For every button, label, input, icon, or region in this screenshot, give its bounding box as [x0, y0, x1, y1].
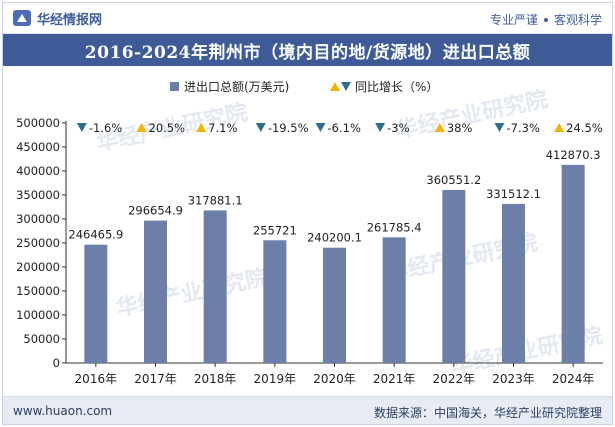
- tag-separator-dot: [543, 17, 548, 22]
- legend-growth-label: 同比增长（%）: [355, 80, 438, 94]
- growth-down-icon-5: [375, 123, 386, 132]
- chart-title: 2016-2024年荆州市（境内目的地/货源地）进出口总额: [3, 34, 612, 66]
- growth-label-6: 38%: [447, 121, 473, 135]
- bar-value-label-3: 255721: [253, 223, 297, 237]
- bar-2: [203, 210, 227, 363]
- legend-bar-label: 进出口总额(万美元): [184, 80, 289, 94]
- tag-professional: 专业严谨: [489, 13, 538, 27]
- bar-chart-svg: 华经产业研究院华经产业研究院华经产业研究院华经产业研究院华经产业研究院进出口总额…: [16, 80, 605, 386]
- growth-label-3: -19.5%: [268, 121, 309, 135]
- x-tick-label-4: 2020年: [313, 372, 356, 386]
- growth-label-0: -1.6%: [89, 121, 122, 135]
- watermark-2: 华经产业研究院: [114, 264, 270, 321]
- y-tick-label-5: 250000: [16, 236, 60, 250]
- x-tick-label-2: 2018年: [194, 372, 237, 386]
- legend-down-triangle: [341, 82, 351, 91]
- x-tick-label-5: 2021年: [373, 372, 416, 386]
- footer: www.huaon.com 数据来源：中国海关，华经产业研究院整理: [3, 396, 612, 424]
- bar-8: [561, 164, 585, 363]
- y-tick-label-3: 150000: [16, 284, 60, 298]
- x-tick-label-8: 2024年: [552, 372, 595, 386]
- growth-down-icon-3: [255, 123, 266, 132]
- y-tick-label-10: 500000: [16, 116, 60, 130]
- growth-up-icon-2: [196, 123, 207, 132]
- y-tick-label-1: 50000: [23, 332, 60, 346]
- bar-value-label-4: 240200.1: [307, 231, 362, 245]
- y-tick-label-7: 350000: [16, 188, 60, 202]
- tag-objective: 客观科学: [553, 13, 602, 27]
- y-tick-label-2: 100000: [16, 308, 60, 322]
- brand[interactable]: 华经情报网: [13, 10, 103, 28]
- x-tick-label-6: 2022年: [433, 372, 476, 386]
- growth-down-icon-4: [315, 123, 326, 132]
- growth-label-7: -7.3%: [507, 121, 540, 135]
- y-tick-label-6: 300000: [16, 212, 60, 226]
- bar-5: [382, 237, 406, 363]
- bar-value-label-2: 317881.1: [188, 193, 243, 207]
- x-tick-label-1: 2017年: [134, 372, 177, 386]
- x-tick-label-3: 2019年: [254, 372, 297, 386]
- bar-value-label-1: 296654.9: [128, 204, 183, 218]
- top-bar: 华经情报网 专业严谨 客观科学: [3, 3, 612, 34]
- bar-value-label-5: 261785.4: [367, 220, 422, 234]
- growth-label-4: -6.1%: [328, 121, 361, 135]
- growth-down-icon-7: [494, 123, 505, 132]
- y-tick-label-9: 450000: [16, 140, 60, 154]
- bar-3: [263, 240, 287, 363]
- legend-bar-swatch: [170, 82, 179, 91]
- y-tick-label-4: 200000: [16, 260, 60, 274]
- footer-source: 数据来源：中国海关，华经产业研究院整理: [373, 406, 602, 420]
- bar-value-label-8: 412870.3: [546, 148, 601, 162]
- bar-value-label-6: 360551.2: [426, 173, 481, 187]
- bar-value-label-0: 246465.9: [68, 228, 123, 242]
- x-tick-label-7: 2023年: [492, 372, 535, 386]
- brand-logo-icon: [13, 10, 31, 26]
- growth-up-icon-8: [554, 123, 565, 132]
- growth-label-5: -3%: [387, 121, 409, 135]
- bar-0: [84, 244, 108, 363]
- growth-down-icon-0: [76, 123, 87, 132]
- legend-up-triangle: [330, 82, 340, 91]
- x-tick-label-0: 2016年: [75, 372, 118, 386]
- bar-6: [442, 189, 466, 363]
- watermark-1: 华经产业研究院: [394, 86, 550, 143]
- bar-value-label-7: 331512.1: [486, 187, 541, 201]
- header-tags: 专业严谨 客观科学: [490, 11, 602, 28]
- footer-url[interactable]: www.huaon.com: [13, 404, 113, 418]
- growth-label-2: 7.1%: [208, 121, 237, 135]
- chart-area: 华经产业研究院华经产业研究院华经产业研究院华经产业研究院华经产业研究院进出口总额…: [3, 66, 612, 396]
- y-tick-label-8: 400000: [16, 164, 60, 178]
- growth-label-8: 24.5%: [566, 121, 603, 135]
- bar-4: [323, 247, 346, 363]
- bar-1: [144, 220, 167, 363]
- growth-up-icon-1: [136, 123, 147, 132]
- y-tick-label-0: 0: [53, 356, 60, 370]
- growth-up-icon-6: [434, 123, 445, 132]
- growth-label-1: 20.5%: [149, 121, 186, 135]
- brand-name: 华经情报网: [37, 12, 103, 28]
- bar-7: [502, 203, 525, 363]
